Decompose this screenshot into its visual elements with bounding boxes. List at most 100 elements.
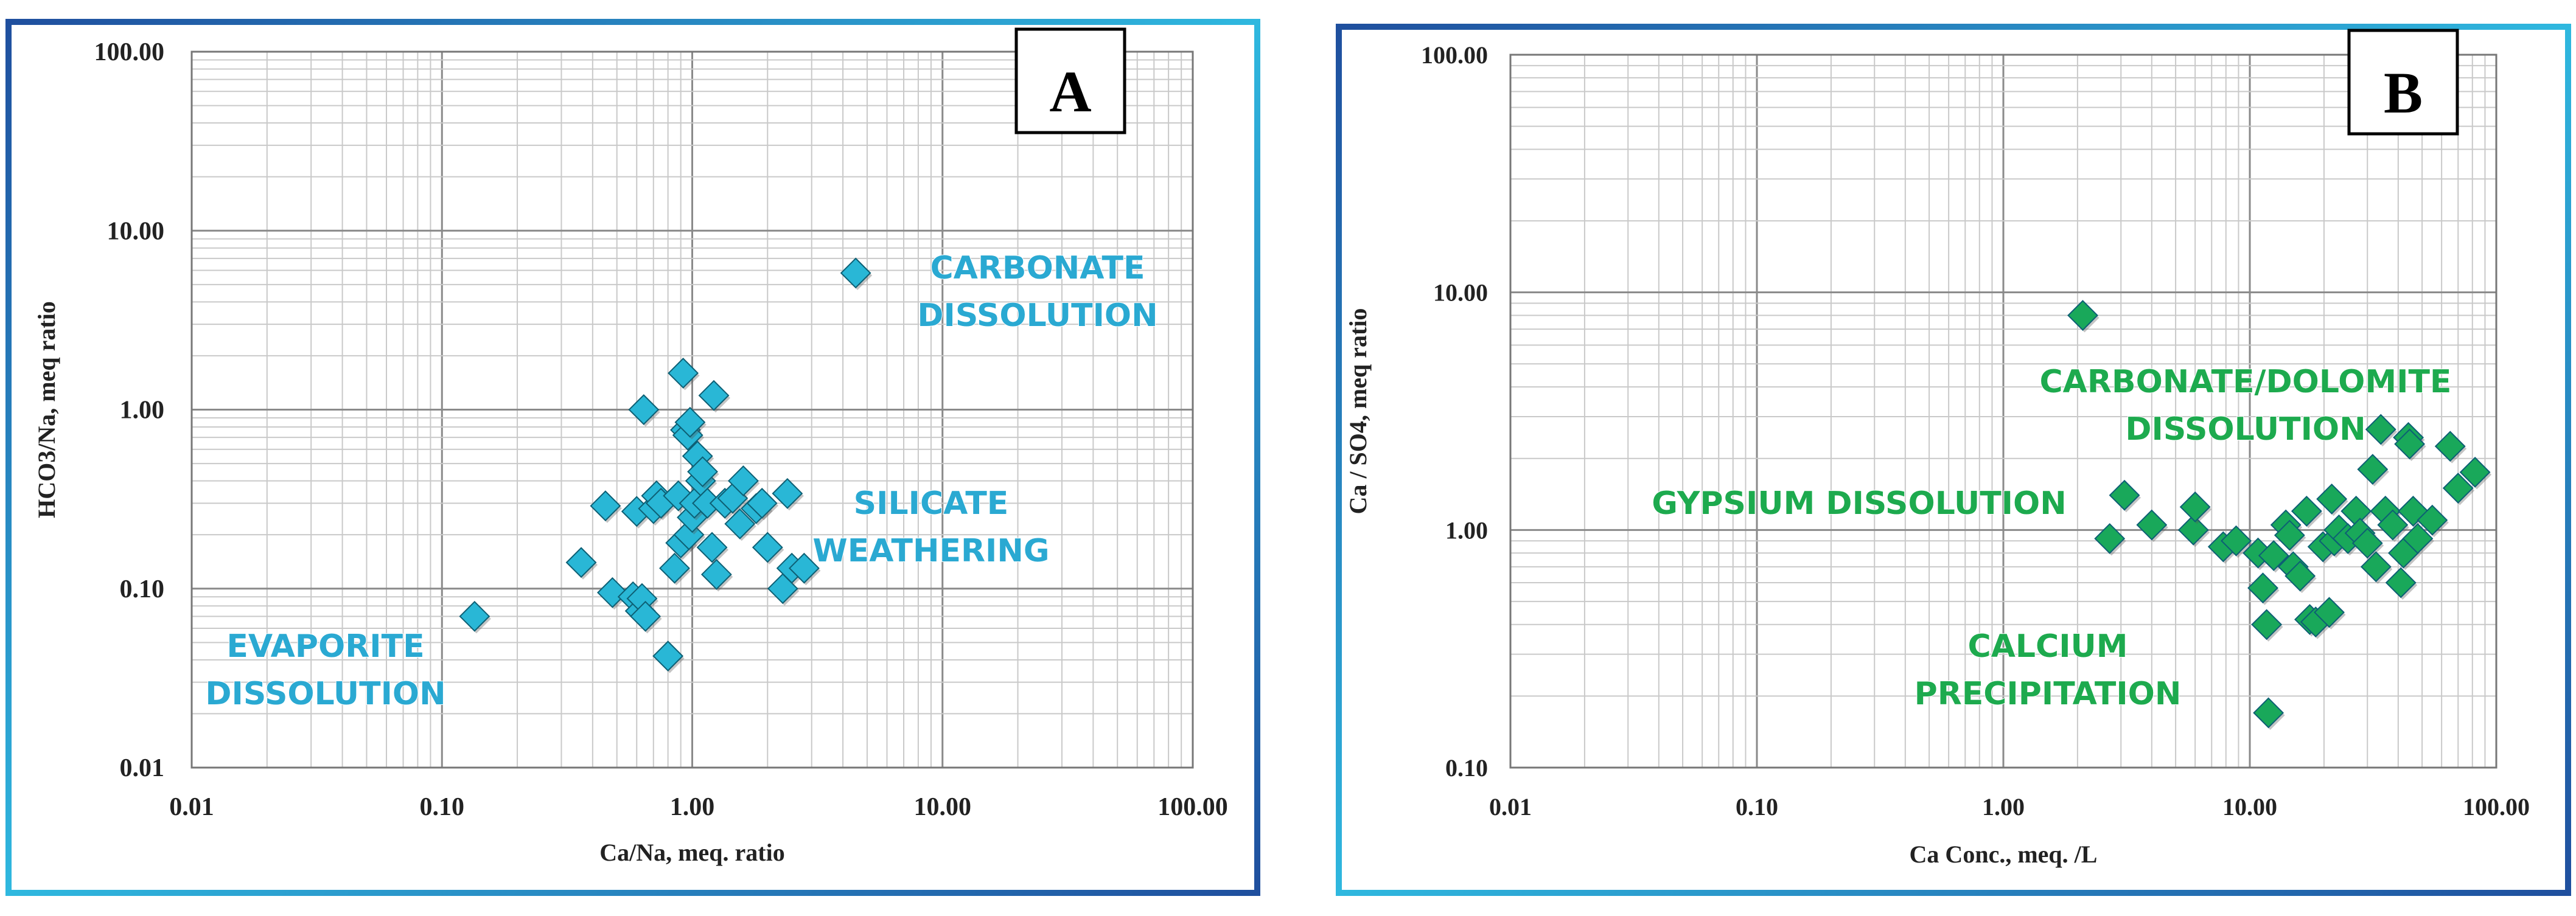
panel-a-data-point — [772, 477, 803, 509]
panel-b-data-point — [2247, 572, 2278, 604]
panel-a-annotation: DISSOLUTION — [205, 676, 445, 712]
panel-b-data-point — [2251, 609, 2283, 640]
panel-b-data-point — [2094, 523, 2126, 554]
panel-a-annotation: SILICATE — [854, 485, 1009, 522]
panel-b-x-tick-label: 1.00 — [1982, 793, 2025, 821]
panel-b-y-tick-label: 10.00 — [1433, 279, 1488, 307]
panel-b-data-point — [2377, 509, 2409, 541]
panel-a-data-point — [696, 532, 728, 563]
panel-a-data-point — [628, 394, 660, 425]
panel-b-data-point — [2316, 484, 2348, 515]
panel-a-annotation: DISSOLUTION — [917, 297, 1157, 334]
panel-b-data-point — [2221, 525, 2252, 557]
panel-b-data-point — [2357, 454, 2389, 485]
panel-a-x-tick-label: 10.00 — [914, 793, 972, 821]
panel-a-data-point — [459, 600, 490, 632]
panel-a-x-tick-label: 1.00 — [670, 793, 715, 821]
panel-a-data-point — [746, 487, 778, 519]
panel-b-data-point — [2179, 491, 2211, 522]
panel-a-data-point — [668, 358, 699, 389]
panel-a-frame — [5, 19, 1260, 896]
panel-b-data-point — [2314, 597, 2345, 628]
panel-a-y-tick-label: 1.00 — [120, 397, 165, 425]
panel-b-y-tick-label: 1.00 — [1445, 516, 1488, 544]
panel-a-data-point — [659, 552, 690, 584]
panel-a-data-point — [652, 640, 684, 672]
panel-b-letter: B — [2384, 60, 2423, 125]
panel-a-x-tick-label: 0.01 — [169, 793, 214, 821]
panel-a-data-point — [674, 406, 706, 438]
panel-a-x-axis-label: Ca/Na, meq. ratio — [599, 839, 784, 866]
panel-b-data-point — [2258, 540, 2289, 571]
panel-b-annotation: GYPSIUM DISSOLUTION — [1652, 485, 2067, 522]
panel-a-data-point — [788, 552, 820, 584]
panel-a-data-point — [840, 257, 871, 289]
panel-a-plot-border — [190, 50, 1194, 769]
panel-b-data-point — [2434, 431, 2466, 462]
panel-b-data-point — [2398, 495, 2429, 527]
panel-a-data-point — [663, 480, 694, 512]
panel-a-label-box: A — [1014, 27, 1126, 134]
panel-b-y-tick-label: 0.10 — [1445, 754, 1488, 782]
panel-a-data-point — [698, 380, 730, 411]
panel-b-data-point — [2459, 456, 2491, 488]
panel-b-data-point — [2253, 697, 2285, 729]
panel-a-y-tick-label: 0.10 — [120, 575, 165, 603]
panel-a: 0.01 0.10 1.00 10.00 100.00 0.01 0.10 1.00 10.00… — [5, 19, 1260, 896]
panel-b-frame — [1336, 24, 2571, 896]
panel-b: 0.01 0.10 1.00 10.00 100.000.101.0010.00100.… — [1336, 24, 2571, 896]
panel-a-x-tick-label: 0.10 — [420, 793, 465, 821]
panel-b-data-point — [2274, 519, 2305, 551]
panel-b-label-box: B — [2347, 29, 2459, 136]
panel-a-y-tick-label: 10.00 — [107, 217, 165, 245]
panel-b-data-point — [2442, 473, 2474, 504]
panel-a-data-point — [565, 547, 597, 578]
panel-b-annotation: PRECIPITATION — [1915, 676, 2182, 712]
panel-a-data-point — [590, 490, 621, 522]
panel-b-x-tick-label: 10.00 — [2222, 793, 2277, 821]
panel-b-plot: 0.01 0.10 1.00 10.00 100.000.101.0010.00100.… — [1344, 41, 2530, 868]
panel-b-data-point — [2291, 495, 2322, 527]
panel-b-annotation: DISSOLUTION — [2125, 411, 2365, 448]
panel-a-annotation: CARBONATE — [930, 250, 1145, 286]
panel-b-data-point — [2067, 300, 2098, 331]
panel-a-data-point — [700, 559, 732, 590]
panel-a-y-axis-label: HCO3/Na, meq ratio — [33, 301, 60, 518]
panel-b-x-axis-label: Ca Conc., meq. /L — [1910, 841, 2098, 868]
panel-a-data-point — [687, 456, 718, 487]
panel-b-y-tick-label: 100.00 — [1421, 41, 1488, 69]
panel-b-data-point — [2109, 479, 2140, 511]
panel-b-x-tick-label: 100.00 — [2463, 793, 2530, 821]
panel-a-data-point — [596, 577, 628, 608]
panel-a-x-tick-label: 100.00 — [1157, 793, 1228, 821]
panel-a-data-point — [630, 600, 661, 632]
panel-b-x-tick-label: 0.01 — [1489, 793, 1532, 821]
panel-b-data-point — [2360, 551, 2392, 583]
panel-b-annotation: CARBONATE/DOLOMITE — [2040, 364, 2452, 400]
panel-a-annotation: EVAPORITE — [226, 628, 424, 665]
panel-a-data-point — [724, 508, 756, 540]
panel-b-data-point — [2136, 509, 2168, 541]
panel-b-data-point — [2365, 414, 2396, 445]
panel-b-annotation: CALCIUM — [1967, 628, 2127, 665]
panel-b-y-axis-label: Ca / SO4, meq ratio — [1344, 308, 1372, 515]
panel-a-data-point — [728, 465, 759, 497]
panel-a-data-point — [673, 519, 705, 550]
panel-a-data-point — [752, 532, 783, 563]
panel-b-data-point — [2402, 523, 2434, 554]
panel-a-annotation: WEATHERING — [812, 533, 1049, 569]
panel-b-data-point — [2351, 527, 2383, 559]
panel-b-data-point — [2177, 514, 2209, 546]
panel-b-x-tick-label: 0.10 — [1736, 793, 1778, 821]
panel-b-data-point — [2417, 504, 2448, 536]
panel-b-plot-border — [1509, 54, 2497, 769]
panel-a-plot: 0.01 0.10 1.00 10.00 100.00 0.01 0.10 1.00 10.00… — [33, 38, 1228, 866]
panel-a-y-tick-label: 100.00 — [94, 38, 165, 66]
panel-a-letter: A — [1049, 59, 1091, 124]
panel-b-grid — [1509, 55, 2496, 769]
panel-b-data-point — [2385, 567, 2417, 599]
panel-a-y-tick-label: 0.01 — [120, 754, 165, 782]
panel-b-data-point — [2394, 428, 2426, 460]
panel-a-grid — [190, 52, 1193, 769]
